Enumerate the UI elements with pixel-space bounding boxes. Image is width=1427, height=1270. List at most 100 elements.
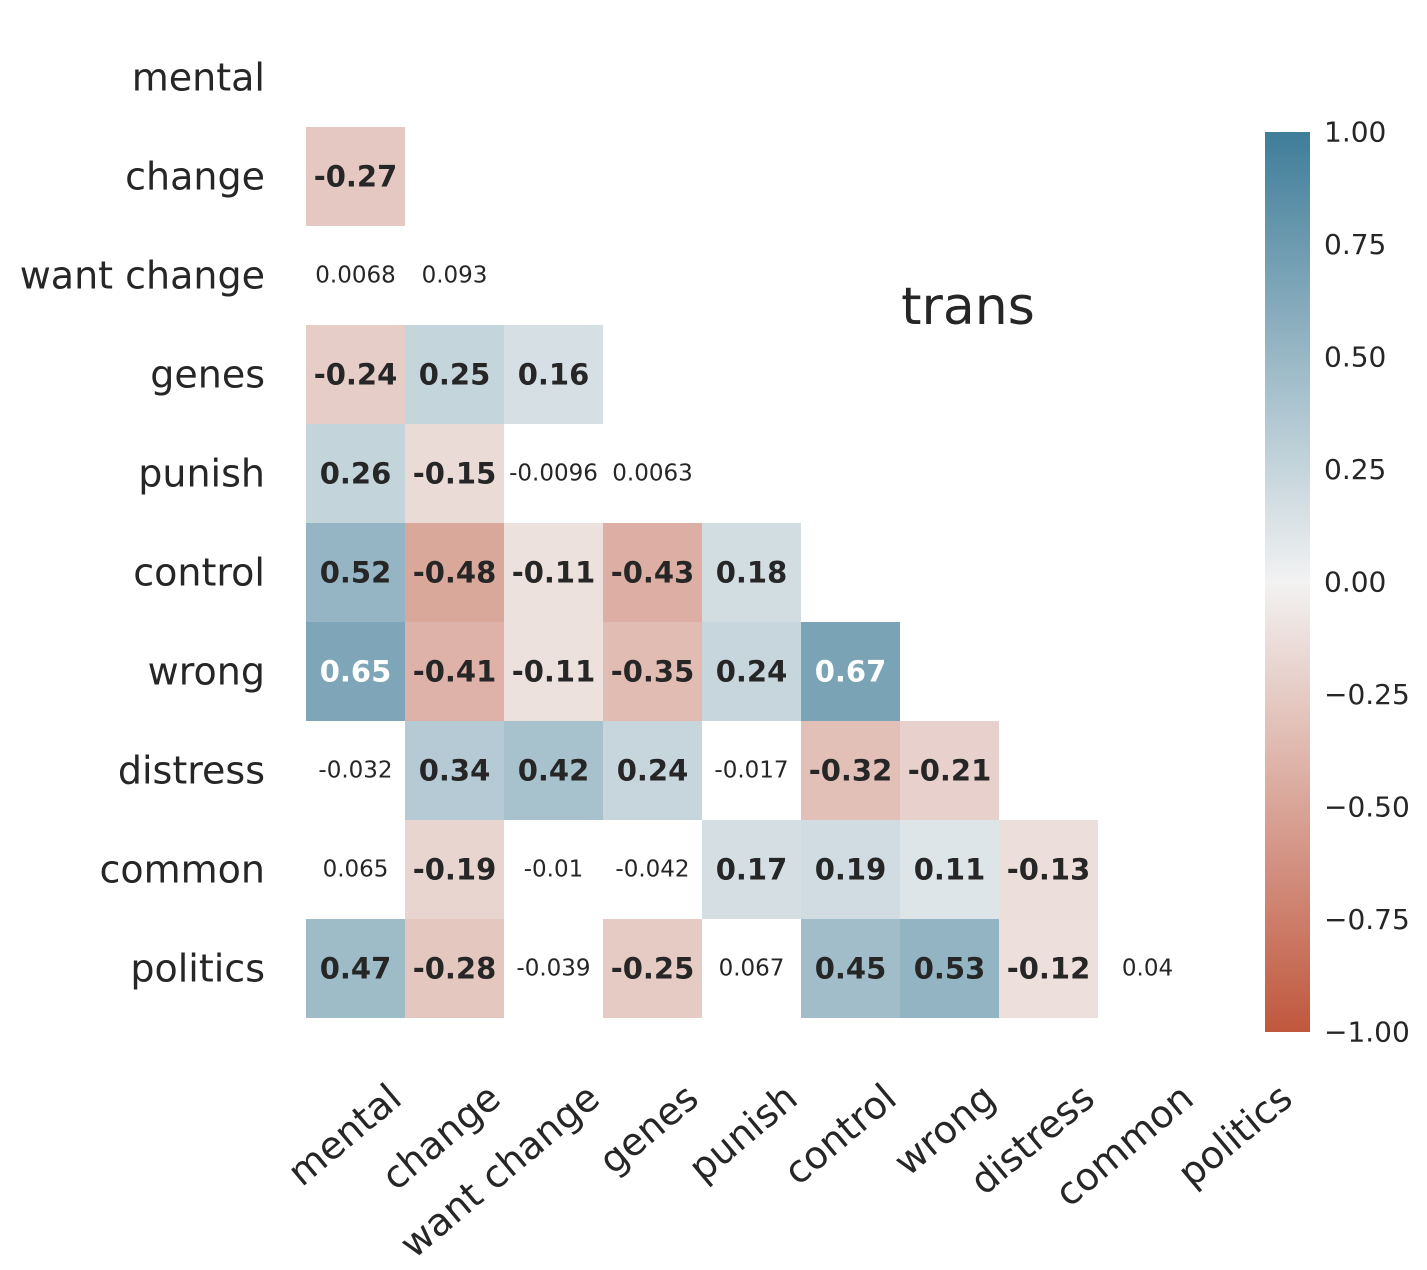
cell-value-label: 0.52 [320, 556, 392, 590]
cell-value-label: -0.25 [611, 952, 695, 986]
heatmap-cell [306, 622, 405, 721]
cell-value-label: -0.21 [908, 754, 992, 788]
cell-value-label: -0.48 [413, 556, 497, 590]
row-label: want change [20, 254, 265, 298]
colorbar-tick-label: 0.75 [1324, 228, 1386, 261]
colorbar-tick-label: 1.00 [1324, 116, 1386, 149]
row-label: common [99, 848, 265, 892]
row-label: politics [130, 947, 265, 991]
cell-value-label: -0.28 [413, 952, 497, 986]
heatmap-cell [801, 919, 900, 1018]
cell-value-label: 0.16 [518, 358, 590, 392]
cell-value-label: 0.18 [716, 556, 788, 590]
cell-value-label: 0.42 [518, 754, 590, 788]
colorbar-tick-label: 0.25 [1324, 453, 1386, 486]
heatmap-cell [405, 424, 504, 523]
row-label: genes [150, 353, 265, 397]
cell-value-label: -0.35 [611, 655, 695, 689]
heatmap-cell [702, 523, 801, 622]
column-label: control [775, 1075, 904, 1193]
colorbar-ticks: 1.00 0.75 0.50 0.25 0.00 −0.25 −0.50 −0.75 −1.00 [1324, 116, 1410, 1049]
row-label: punish [138, 452, 265, 496]
cell-value-label: 0.093 [422, 263, 488, 289]
heatmap-cells: -0.27 0.0068 0.093 -0.24 0.25 0.16 0.26 -0.15 -0… [306, 127, 1173, 1018]
cell-value-label: -0.042 [615, 857, 689, 883]
cell-value-label: 0.0068 [315, 263, 395, 289]
cell-value-label: 0.11 [914, 853, 986, 887]
heatmap-cell [306, 523, 405, 622]
cell-value-label: -0.27 [314, 160, 398, 194]
heatmap-cell [801, 721, 900, 820]
heatmap-cell [603, 622, 702, 721]
heatmap-cell [504, 523, 603, 622]
heatmap-cell [405, 919, 504, 1018]
row-labels: mental change want change genes punish contro… [20, 56, 265, 991]
cell-value-label: 0.45 [815, 952, 887, 986]
heatmap-cell [900, 721, 999, 820]
heatmap-cell [603, 919, 702, 1018]
heatmap-cell [504, 721, 603, 820]
cell-value-label: 0.53 [914, 952, 986, 986]
cell-value-label: 0.0063 [612, 461, 692, 487]
heatmap-cell [999, 820, 1098, 919]
cell-value-label: -0.11 [512, 556, 596, 590]
cell-value-label: 0.67 [815, 655, 887, 689]
column-label: politics [1169, 1075, 1300, 1195]
cell-value-label: -0.0096 [509, 461, 598, 487]
heatmap-cell [603, 721, 702, 820]
cell-value-label: 0.25 [419, 358, 491, 392]
row-label: distress [118, 749, 265, 793]
cell-value-label: 0.19 [815, 853, 887, 887]
colorbar-tick-label: 0.50 [1324, 341, 1386, 374]
cell-value-label: -0.15 [413, 457, 497, 491]
row-label: wrong [148, 650, 265, 694]
cell-value-label: -0.039 [516, 956, 590, 982]
heatmap-cell [900, 820, 999, 919]
heatmap-cell [405, 325, 504, 424]
cell-value-label: -0.13 [1007, 853, 1091, 887]
cell-value-label: 0.26 [320, 457, 392, 491]
cell-value-label: -0.41 [413, 655, 497, 689]
heatmap-cell [702, 622, 801, 721]
cell-value-label: 0.067 [719, 956, 785, 982]
colorbar [1265, 132, 1310, 1032]
heatmap-cell [900, 919, 999, 1018]
cell-value-label: 0.24 [716, 655, 788, 689]
heatmap-cell [801, 820, 900, 919]
heatmap-cell [504, 325, 603, 424]
heatmap-cell [405, 820, 504, 919]
cell-value-label: -0.12 [1007, 952, 1091, 986]
heatmap-cell [603, 523, 702, 622]
cell-value-label: -0.19 [413, 853, 497, 887]
heatmap-cell [999, 919, 1098, 1018]
colorbar-tick-label: 0.00 [1324, 566, 1386, 599]
chart-annotation: trans [901, 277, 1035, 337]
heatmap-cell [306, 919, 405, 1018]
heatmap-cell [801, 622, 900, 721]
colorbar-tick-label: −0.50 [1324, 791, 1410, 824]
heatmap-cell [306, 424, 405, 523]
cell-value-label: -0.24 [314, 358, 398, 392]
cell-value-label: 0.24 [617, 754, 689, 788]
colorbar-tick-label: −0.25 [1324, 678, 1410, 711]
cell-value-label: 0.34 [419, 754, 491, 788]
heatmap-cell [405, 523, 504, 622]
cell-value-label: 0.065 [323, 857, 389, 883]
heatmap-cell [504, 622, 603, 721]
cell-value-label: -0.11 [512, 655, 596, 689]
cell-value-label: 0.17 [716, 853, 788, 887]
cell-value-label: -0.017 [714, 758, 788, 784]
colorbar-tick-label: −1.00 [1324, 1016, 1410, 1049]
heatmap-cell [405, 721, 504, 820]
cell-value-label: -0.01 [524, 857, 584, 883]
heatmap-cell [702, 820, 801, 919]
colorbar-tick-label: −0.75 [1324, 903, 1410, 936]
heatmap-cell [405, 622, 504, 721]
cell-value-label: 0.65 [320, 655, 392, 689]
cell-value-label: 0.47 [320, 952, 392, 986]
cell-value-label: -0.43 [611, 556, 695, 590]
row-label: mental [132, 56, 265, 100]
heatmap-cell [306, 325, 405, 424]
